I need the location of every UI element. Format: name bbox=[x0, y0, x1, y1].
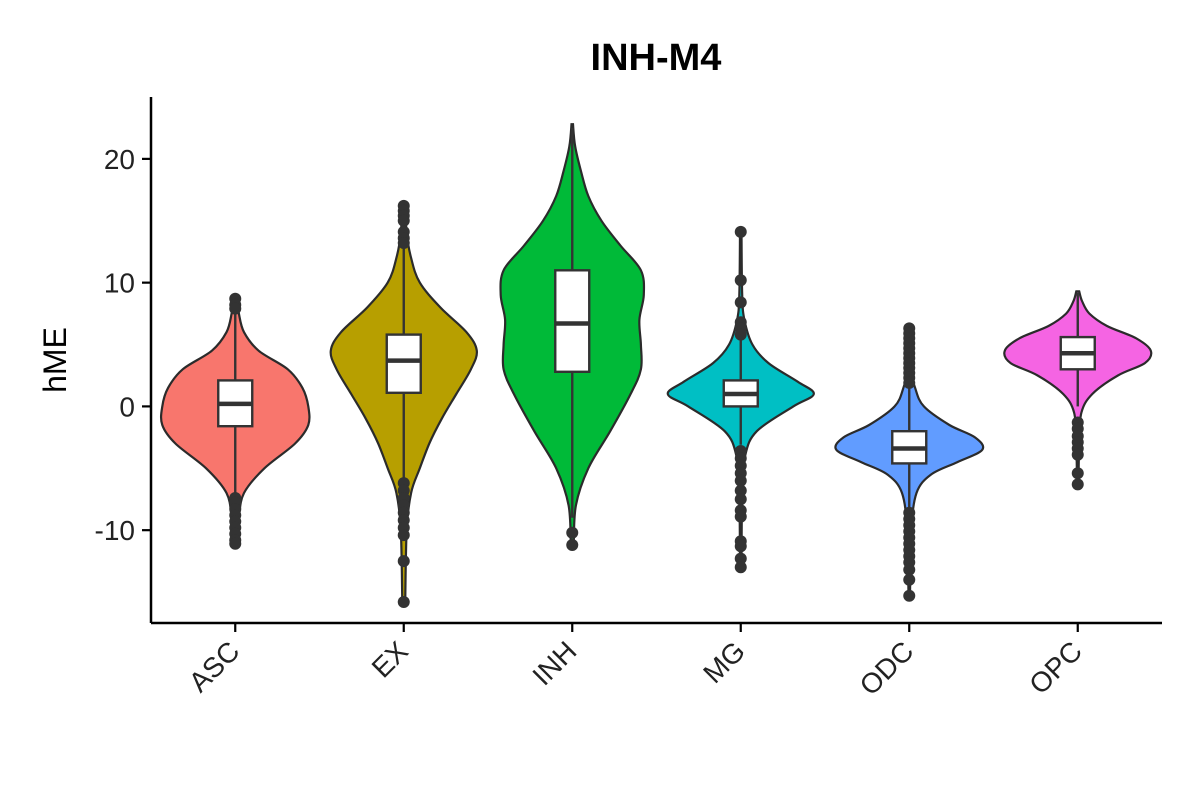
outlier-point-mg bbox=[734, 540, 747, 553]
violin-group-opc bbox=[1003, 290, 1153, 491]
outlier-point-inh bbox=[566, 526, 579, 539]
outlier-point-ex bbox=[397, 555, 410, 568]
outlier-point-asc bbox=[229, 302, 242, 315]
outlier-point-opc bbox=[1071, 467, 1084, 480]
outlier-point-asc bbox=[229, 537, 242, 550]
y-tick-label: 20 bbox=[104, 144, 135, 175]
outlier-point-mg bbox=[734, 552, 747, 565]
violin-group-asc bbox=[159, 292, 311, 550]
outlier-point-mg bbox=[734, 561, 747, 574]
x-axis-ticks: ASC EX INH MG ODC OPC bbox=[183, 623, 1088, 701]
outlier-point-mg bbox=[734, 493, 747, 506]
x-tick-label-odc: ODC bbox=[854, 635, 920, 701]
y-tick-label: -10 bbox=[95, 515, 135, 546]
violin-group-mg bbox=[666, 225, 815, 574]
y-axis-title: hME bbox=[37, 327, 73, 393]
violin-group-inh bbox=[499, 123, 646, 551]
outlier-point-mg bbox=[734, 484, 747, 497]
outlier-point-ex bbox=[397, 237, 410, 249]
outlier-point-odc bbox=[903, 563, 916, 576]
outlier-point-mg bbox=[734, 474, 747, 487]
outlier-point-opc bbox=[1071, 478, 1084, 491]
y-axis-ticks: -10 0 10 20 bbox=[95, 144, 151, 546]
outlier-point-mg bbox=[734, 328, 747, 341]
outlier-point-odc bbox=[903, 589, 916, 602]
outlier-point-mg bbox=[734, 225, 747, 238]
box-ex bbox=[385, 333, 422, 395]
y-tick-label: 0 bbox=[119, 391, 135, 422]
box-inh bbox=[554, 269, 591, 373]
outlier-point-mg bbox=[734, 510, 747, 523]
violin-group-ex bbox=[329, 199, 478, 608]
x-tick-label-ex: EX bbox=[366, 635, 415, 684]
outlier-point-mg bbox=[734, 296, 747, 309]
chart-title: INH-M4 bbox=[591, 37, 722, 79]
x-tick-label-inh: INH bbox=[526, 635, 582, 691]
outlier-point-ex bbox=[397, 596, 410, 608]
violin-group-odc bbox=[834, 322, 985, 602]
y-tick-label: 10 bbox=[104, 268, 135, 299]
outlier-point-ex bbox=[397, 529, 410, 542]
x-tick-label-mg: MG bbox=[697, 635, 751, 689]
x-tick-label-opc: OPC bbox=[1023, 635, 1088, 700]
outlier-point-inh bbox=[566, 539, 579, 551]
outlier-point-mg bbox=[734, 274, 747, 287]
outlier-point-ex bbox=[397, 214, 410, 227]
outlier-point-odc bbox=[903, 376, 916, 389]
x-tick-label-asc: ASC bbox=[183, 635, 246, 698]
plot-area bbox=[159, 123, 1153, 608]
outlier-point-opc bbox=[1071, 448, 1084, 461]
outlier-point-odc bbox=[903, 573, 916, 586]
